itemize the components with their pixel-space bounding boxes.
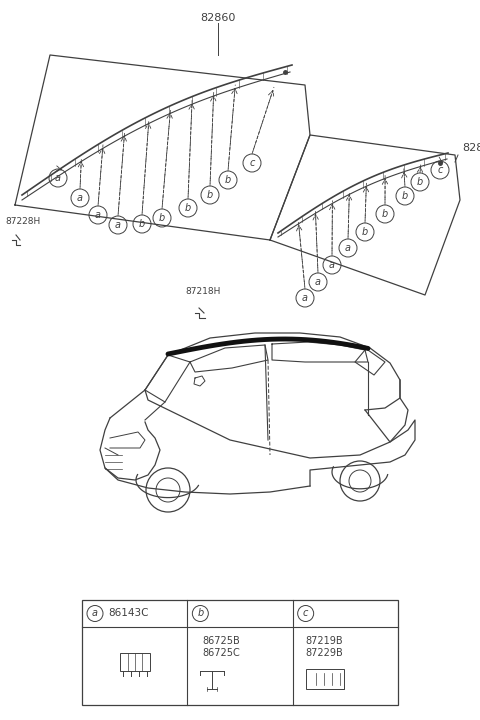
Text: a: a xyxy=(302,293,308,303)
Text: 86725B: 86725B xyxy=(203,636,240,646)
Text: 87218H: 87218H xyxy=(185,287,220,297)
Text: a: a xyxy=(92,608,98,618)
Text: b: b xyxy=(225,175,231,185)
Text: 87219B: 87219B xyxy=(306,636,343,646)
Text: a: a xyxy=(77,193,83,203)
Text: b: b xyxy=(139,219,145,229)
Text: b: b xyxy=(159,213,165,223)
Bar xyxy=(306,669,344,689)
Text: b: b xyxy=(362,227,368,237)
Text: b: b xyxy=(417,177,423,187)
Text: 86143C: 86143C xyxy=(108,608,148,618)
Bar xyxy=(82,600,398,705)
Text: a: a xyxy=(55,173,61,183)
Text: b: b xyxy=(185,203,191,213)
Text: 82850: 82850 xyxy=(462,143,480,153)
Text: 82860: 82860 xyxy=(200,13,236,23)
Text: 87228H: 87228H xyxy=(5,217,40,227)
Text: c: c xyxy=(437,165,443,175)
Text: a: a xyxy=(329,260,335,270)
Text: 87229B: 87229B xyxy=(306,648,343,658)
Bar xyxy=(120,653,150,671)
Text: a: a xyxy=(95,210,101,220)
Text: a: a xyxy=(315,277,321,287)
Text: a: a xyxy=(115,220,121,230)
Text: b: b xyxy=(197,608,204,618)
Text: b: b xyxy=(402,191,408,201)
Text: a: a xyxy=(345,243,351,253)
Text: 86725C: 86725C xyxy=(203,648,240,658)
Text: b: b xyxy=(382,209,388,219)
Text: c: c xyxy=(249,158,255,168)
Text: c: c xyxy=(303,608,308,618)
Text: b: b xyxy=(207,190,213,200)
